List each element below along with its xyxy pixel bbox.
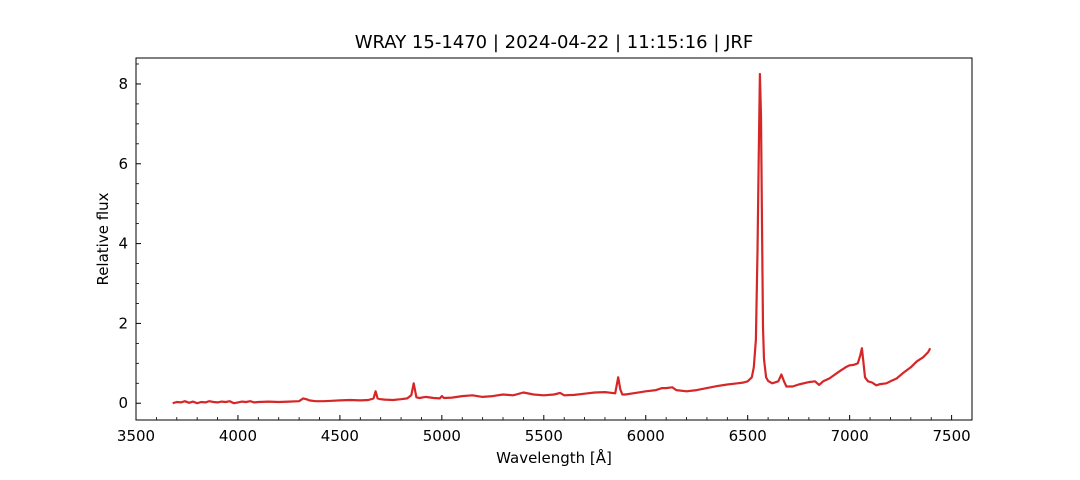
x-tick-label: 7500 bbox=[933, 427, 971, 445]
y-tick-label: 0 bbox=[118, 394, 128, 412]
spectrum-line-0 bbox=[172, 72, 932, 405]
x-tick-label: 5500 bbox=[525, 427, 563, 445]
series-layer bbox=[172, 72, 932, 405]
y-axis-label: Relative flux bbox=[94, 192, 112, 285]
plot-frame bbox=[135, 57, 973, 421]
x-tick-label: 4000 bbox=[219, 427, 257, 445]
x-tick-label: 6500 bbox=[729, 427, 767, 445]
y-tick-label: 6 bbox=[118, 155, 128, 173]
y-tick-label: 4 bbox=[118, 235, 128, 253]
x-axis-ticks: 3500 4000 4500 5000 5500 6000 6500 7000 7500 bbox=[117, 415, 973, 445]
x-tick-label: 3500 bbox=[117, 427, 155, 445]
y-axis-ticks: 0 2 4 6 8 bbox=[118, 63, 141, 412]
x-tick-label: 5000 bbox=[423, 427, 461, 445]
y-tick-label: 8 bbox=[118, 75, 128, 93]
x-axis-label: Wavelength [Å] bbox=[496, 448, 612, 467]
y-tick-label: 2 bbox=[118, 314, 128, 332]
x-tick-label: 7000 bbox=[831, 427, 869, 445]
x-tick-label: 4500 bbox=[321, 427, 359, 445]
x-tick-label: 6000 bbox=[627, 427, 665, 445]
chart-title: WRAY 15-1470 | 2024-04-22 | 11:15:16 | J… bbox=[355, 32, 754, 53]
